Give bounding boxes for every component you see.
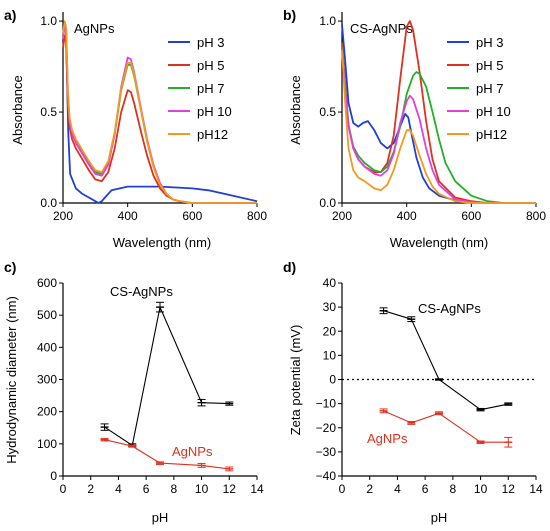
- panel-label-a: a): [4, 7, 16, 23]
- panel-b-xtick-label: 400: [397, 209, 417, 223]
- panel-c-xtick-label: 10: [195, 482, 209, 496]
- panel-b-xlabel: Wavelength (nm): [390, 235, 489, 250]
- panel-d-ytick-label: 30: [323, 300, 337, 314]
- panel-b-ytick-label: 0.0: [319, 196, 336, 210]
- panel-d-xtick-label: 4: [394, 482, 401, 496]
- panel-c-xtick-label: 8: [171, 482, 178, 496]
- panel-a-ytick-label: 1.0: [40, 14, 57, 28]
- panel-c-xlabel: pH: [152, 510, 169, 525]
- panel-a-legend-label-ph-7: pH 7: [197, 81, 224, 96]
- panel-b-ytick-label: 0.5: [319, 105, 336, 119]
- panel-b-legend-label-ph-10: pH 10: [476, 104, 511, 119]
- panel-d-ytick-label: 40: [323, 276, 337, 290]
- panel-d-ytick-label: −10: [316, 397, 337, 411]
- panel-c-xtick-label: 4: [115, 482, 122, 496]
- panel-label-b: b): [283, 7, 296, 23]
- panel-a-xtick-label: 800: [247, 209, 267, 223]
- panel-c-ytick-label: 100: [37, 437, 57, 451]
- panel-a-ylabel: Absorbance: [10, 75, 25, 144]
- panel-a-xlabel: Wavelength (nm): [113, 235, 212, 250]
- panel-a-xtick-label: 400: [118, 209, 138, 223]
- panel-b-xtick-label: 600: [461, 209, 481, 223]
- panel-d-xtick-label: 8: [450, 482, 457, 496]
- panel-a-ytick-label: 0.5: [40, 105, 57, 119]
- panel-b-series-ph-10-line: [341, 48, 536, 204]
- panel-b-series-ph12-line: [341, 50, 536, 204]
- panel-c-ytick-label: 200: [37, 405, 57, 419]
- panel-label-d: d): [283, 259, 296, 275]
- panel-b-legend-label-ph12: pH12: [476, 127, 507, 142]
- panel-d-ytick-label: 0: [329, 373, 336, 387]
- panel-a-series-ph12-line: [62, 20, 257, 204]
- panel-d-ytick-label: −30: [316, 445, 337, 459]
- panel-d-ytick-label: 10: [323, 348, 337, 362]
- panel-b-series-ph-7-line: [341, 46, 536, 204]
- panel-a-series-ph-5-line: [62, 34, 257, 204]
- panel-d-xtick-label: 14: [529, 482, 543, 496]
- panel-c-ytick-label: 400: [37, 340, 57, 354]
- panel-b-legend-label-ph-7: pH 7: [476, 81, 503, 96]
- panel-b-legend-label-ph-3: pH 3: [476, 35, 503, 50]
- panel-c-xtick-label: 0: [60, 482, 67, 496]
- panel-b-absorbance-cs-agnps: CS-AgNPs Wavelength (nm) Absorbance 200 4…: [288, 12, 546, 250]
- panel-c-label-agnps: AgNPs: [172, 444, 213, 459]
- panel-c-xtick-label: 6: [143, 482, 150, 496]
- panel-d-label-agnps: AgNPs: [367, 431, 408, 446]
- panel-a-series-ph-3-line: [62, 23, 258, 204]
- panel-a-xtick-label: 600: [182, 209, 202, 223]
- panel-c-ytick-label: 300: [37, 373, 57, 387]
- panel-a-legend-label-ph-10: pH 10: [197, 104, 232, 119]
- panel-c-xtick-label: 2: [87, 482, 94, 496]
- panel-a-legend-label-ph12: pH12: [197, 127, 228, 142]
- panel-a-absorbance-agnps: AgNPs Wavelength (nm) Absorbance 200 400 6…: [10, 12, 267, 250]
- panel-c-ytick-label: 500: [37, 308, 57, 322]
- panel-d-xtick-label: 2: [366, 482, 373, 496]
- panel-c-xtick-label: 12: [223, 482, 237, 496]
- panel-c-ytick-label: 0: [50, 469, 57, 483]
- panel-d-ytick-label: −20: [316, 421, 337, 435]
- panel-d-xtick-label: 0: [339, 482, 346, 496]
- panel-b-ytick-label: 1.0: [319, 14, 336, 28]
- panel-b-xtick-label: 200: [332, 209, 352, 223]
- panel-d-ytick-label: 20: [323, 324, 337, 338]
- panel-d-xtick-label: 6: [422, 482, 429, 496]
- panel-d-series-cs-agnps-line: [383, 310, 509, 411]
- panel-d-label-cs-agnps: CS-AgNPs: [418, 301, 481, 316]
- panel-label-c: c): [4, 259, 16, 275]
- panel-a-legend-label-ph-3: pH 3: [197, 35, 224, 50]
- panel-d-zeta-potential: CS-AgNPs AgNPs pH Zeta potential (mV) 0 2…: [288, 276, 543, 525]
- panel-a-xtick-label: 200: [53, 209, 73, 223]
- panel-c-series-cs-agnps-line: [104, 306, 230, 446]
- panel-d-ylabel: Zeta potential (mV): [288, 325, 303, 436]
- panel-c-ytick-label: 600: [37, 276, 57, 290]
- panel-a-ytick-label: 0.0: [40, 196, 57, 210]
- panel-d-ytick-label: −40: [316, 469, 337, 483]
- panel-c-ylabel: Hydrodynamic diameter (nm): [4, 296, 19, 464]
- panel-b-xtick-label: 800: [526, 209, 546, 223]
- panel-b-legend-label-ph-5: pH 5: [476, 58, 503, 73]
- panel-a-legend-label-ph-5: pH 5: [197, 58, 224, 73]
- panel-c-label-cs-agnps: CS-AgNPs: [110, 284, 173, 299]
- panel-b-ylabel: Absorbance: [288, 75, 303, 144]
- panel-a-title: AgNPs: [74, 21, 115, 36]
- panel-d-xtick-label: 12: [502, 482, 516, 496]
- panel-d-xlabel: pH: [431, 510, 448, 525]
- panel-d-xtick-label: 10: [474, 482, 488, 496]
- panel-c-xtick-label: 14: [250, 482, 264, 496]
- panel-b-title: CS-AgNPs: [350, 21, 413, 36]
- panel-c-hydrodynamic-diameter: CS-AgNPs AgNPs pH Hydrodynamic diameter …: [4, 276, 264, 525]
